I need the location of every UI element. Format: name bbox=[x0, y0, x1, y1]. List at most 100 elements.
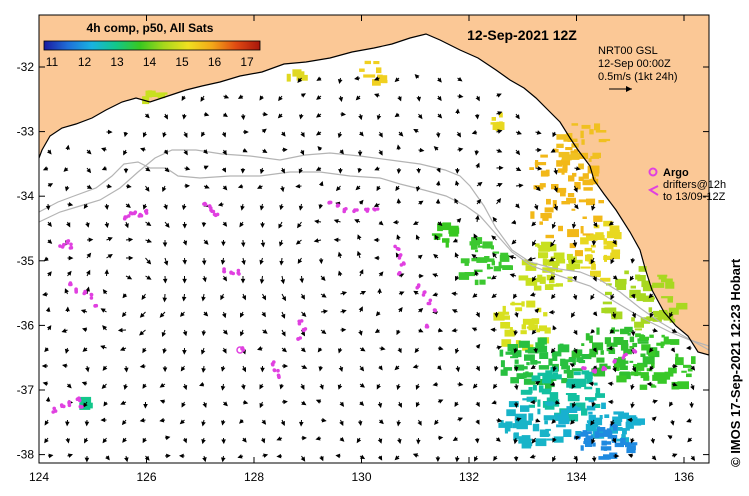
sst-pixel bbox=[540, 154, 548, 158]
current-arrow-head bbox=[475, 162, 480, 168]
current-arrow-head bbox=[454, 401, 459, 407]
argo-position bbox=[67, 400, 71, 404]
current-arrow-head bbox=[259, 95, 264, 101]
sst-pixel bbox=[493, 313, 505, 321]
current-arrow-head bbox=[529, 454, 535, 459]
current-arrow-head bbox=[435, 133, 441, 139]
current-arrow-head bbox=[630, 403, 635, 409]
current-arrow-head bbox=[433, 146, 439, 151]
current-arrow-head bbox=[124, 457, 129, 463]
sst-pixel bbox=[498, 261, 502, 267]
current-arrow-head bbox=[456, 218, 462, 223]
x-axis: 124 126 128 130 132 134 136 bbox=[29, 15, 694, 484]
current-arrow-head bbox=[590, 259, 595, 265]
sst-pixel bbox=[603, 429, 612, 434]
sst-pixel bbox=[669, 318, 676, 323]
sst-pixel bbox=[581, 354, 592, 360]
current-arrow-head bbox=[497, 182, 503, 188]
current-arrow-head bbox=[511, 239, 517, 245]
sst-pixel bbox=[546, 274, 554, 281]
sst-pixel bbox=[158, 92, 168, 95]
current-arrow-head bbox=[323, 309, 329, 314]
current-arrow-head bbox=[222, 401, 228, 407]
current-arrow-head bbox=[297, 77, 303, 83]
current-arrow-head bbox=[263, 453, 269, 458]
current-arrow-head bbox=[451, 291, 457, 297]
sst-pixel bbox=[509, 327, 513, 331]
current-arrow-head bbox=[105, 455, 110, 461]
sst-pixel bbox=[540, 170, 549, 177]
sst-pixel bbox=[576, 357, 584, 363]
sst-pixel bbox=[584, 247, 593, 252]
argo-position bbox=[344, 207, 348, 211]
current-arrow-head bbox=[569, 363, 575, 368]
current-arrow-head bbox=[454, 252, 460, 258]
current-arrow-head bbox=[122, 293, 128, 299]
current-arrow-head bbox=[608, 220, 614, 226]
sst-pixel bbox=[556, 134, 567, 140]
sst-pixel bbox=[600, 277, 611, 282]
current-arrow-head bbox=[181, 95, 186, 101]
argo-position bbox=[209, 208, 213, 212]
current-arrow-head bbox=[412, 364, 418, 369]
sst-pixel bbox=[639, 384, 648, 390]
current-arrow-head bbox=[630, 293, 636, 299]
sst-pixel bbox=[526, 300, 536, 308]
argo-position bbox=[68, 246, 73, 250]
current-arrow-head bbox=[359, 366, 365, 372]
sst-pixel bbox=[545, 370, 553, 378]
date-label: 12-Sep-2021 12Z bbox=[467, 27, 577, 43]
argo-position bbox=[237, 272, 241, 276]
sst-pixel bbox=[583, 187, 593, 191]
sst-pixel bbox=[580, 266, 591, 269]
current-arrow-head bbox=[241, 367, 246, 373]
sst-pixel bbox=[574, 250, 583, 257]
current-arrow-head bbox=[262, 148, 268, 153]
current-arrow-head bbox=[497, 148, 503, 153]
current-arrow-head bbox=[591, 457, 597, 463]
sst-pixel bbox=[548, 358, 553, 366]
current-arrow-head bbox=[607, 381, 613, 387]
current-arrow-head bbox=[337, 251, 343, 257]
sst-pixel bbox=[536, 328, 540, 333]
current-arrow-head bbox=[162, 186, 167, 192]
current-arrow-head bbox=[281, 347, 287, 353]
current-arrow-head bbox=[107, 253, 113, 259]
current-arrow-head bbox=[142, 348, 147, 354]
current-arrow-head bbox=[358, 306, 363, 312]
sst-pixel bbox=[603, 220, 613, 227]
sst-pixel bbox=[530, 211, 535, 219]
sst-pixel bbox=[502, 265, 513, 270]
sst-pixel bbox=[527, 347, 539, 354]
sst-pixel bbox=[604, 337, 611, 345]
current-arrow-head bbox=[261, 128, 267, 134]
current-arrow-head bbox=[380, 346, 386, 351]
current-arrow-head bbox=[454, 180, 460, 186]
sst-pixel bbox=[687, 368, 693, 372]
current-arrow-head bbox=[297, 258, 303, 264]
sst-pixel bbox=[515, 307, 523, 312]
current-arrow-head bbox=[686, 418, 692, 423]
sst-pixel bbox=[471, 257, 480, 262]
current-arrow-head bbox=[497, 129, 503, 134]
current-arrow-head bbox=[316, 113, 322, 118]
current-arrow-head bbox=[513, 456, 519, 462]
current-arrow-head bbox=[237, 454, 243, 459]
current-arrow-head bbox=[259, 402, 264, 409]
argo-position bbox=[144, 211, 149, 215]
sst-pixel bbox=[561, 378, 567, 384]
sst-pixel bbox=[606, 231, 618, 239]
sst-pixel bbox=[603, 255, 611, 260]
current-arrow-head bbox=[146, 221, 152, 227]
sst-pixel bbox=[622, 428, 627, 435]
argo-position bbox=[591, 369, 596, 373]
current-arrow-head bbox=[185, 183, 191, 189]
sst-pixel bbox=[521, 301, 525, 307]
sst-pixel bbox=[629, 360, 634, 363]
x-tick-label: 132 bbox=[459, 470, 479, 484]
current-arrow-head bbox=[630, 438, 635, 444]
current-arrow-head bbox=[376, 115, 382, 121]
current-arrow-head bbox=[669, 401, 674, 407]
sst-pixel bbox=[499, 121, 503, 125]
current-arrow-head bbox=[68, 202, 74, 207]
